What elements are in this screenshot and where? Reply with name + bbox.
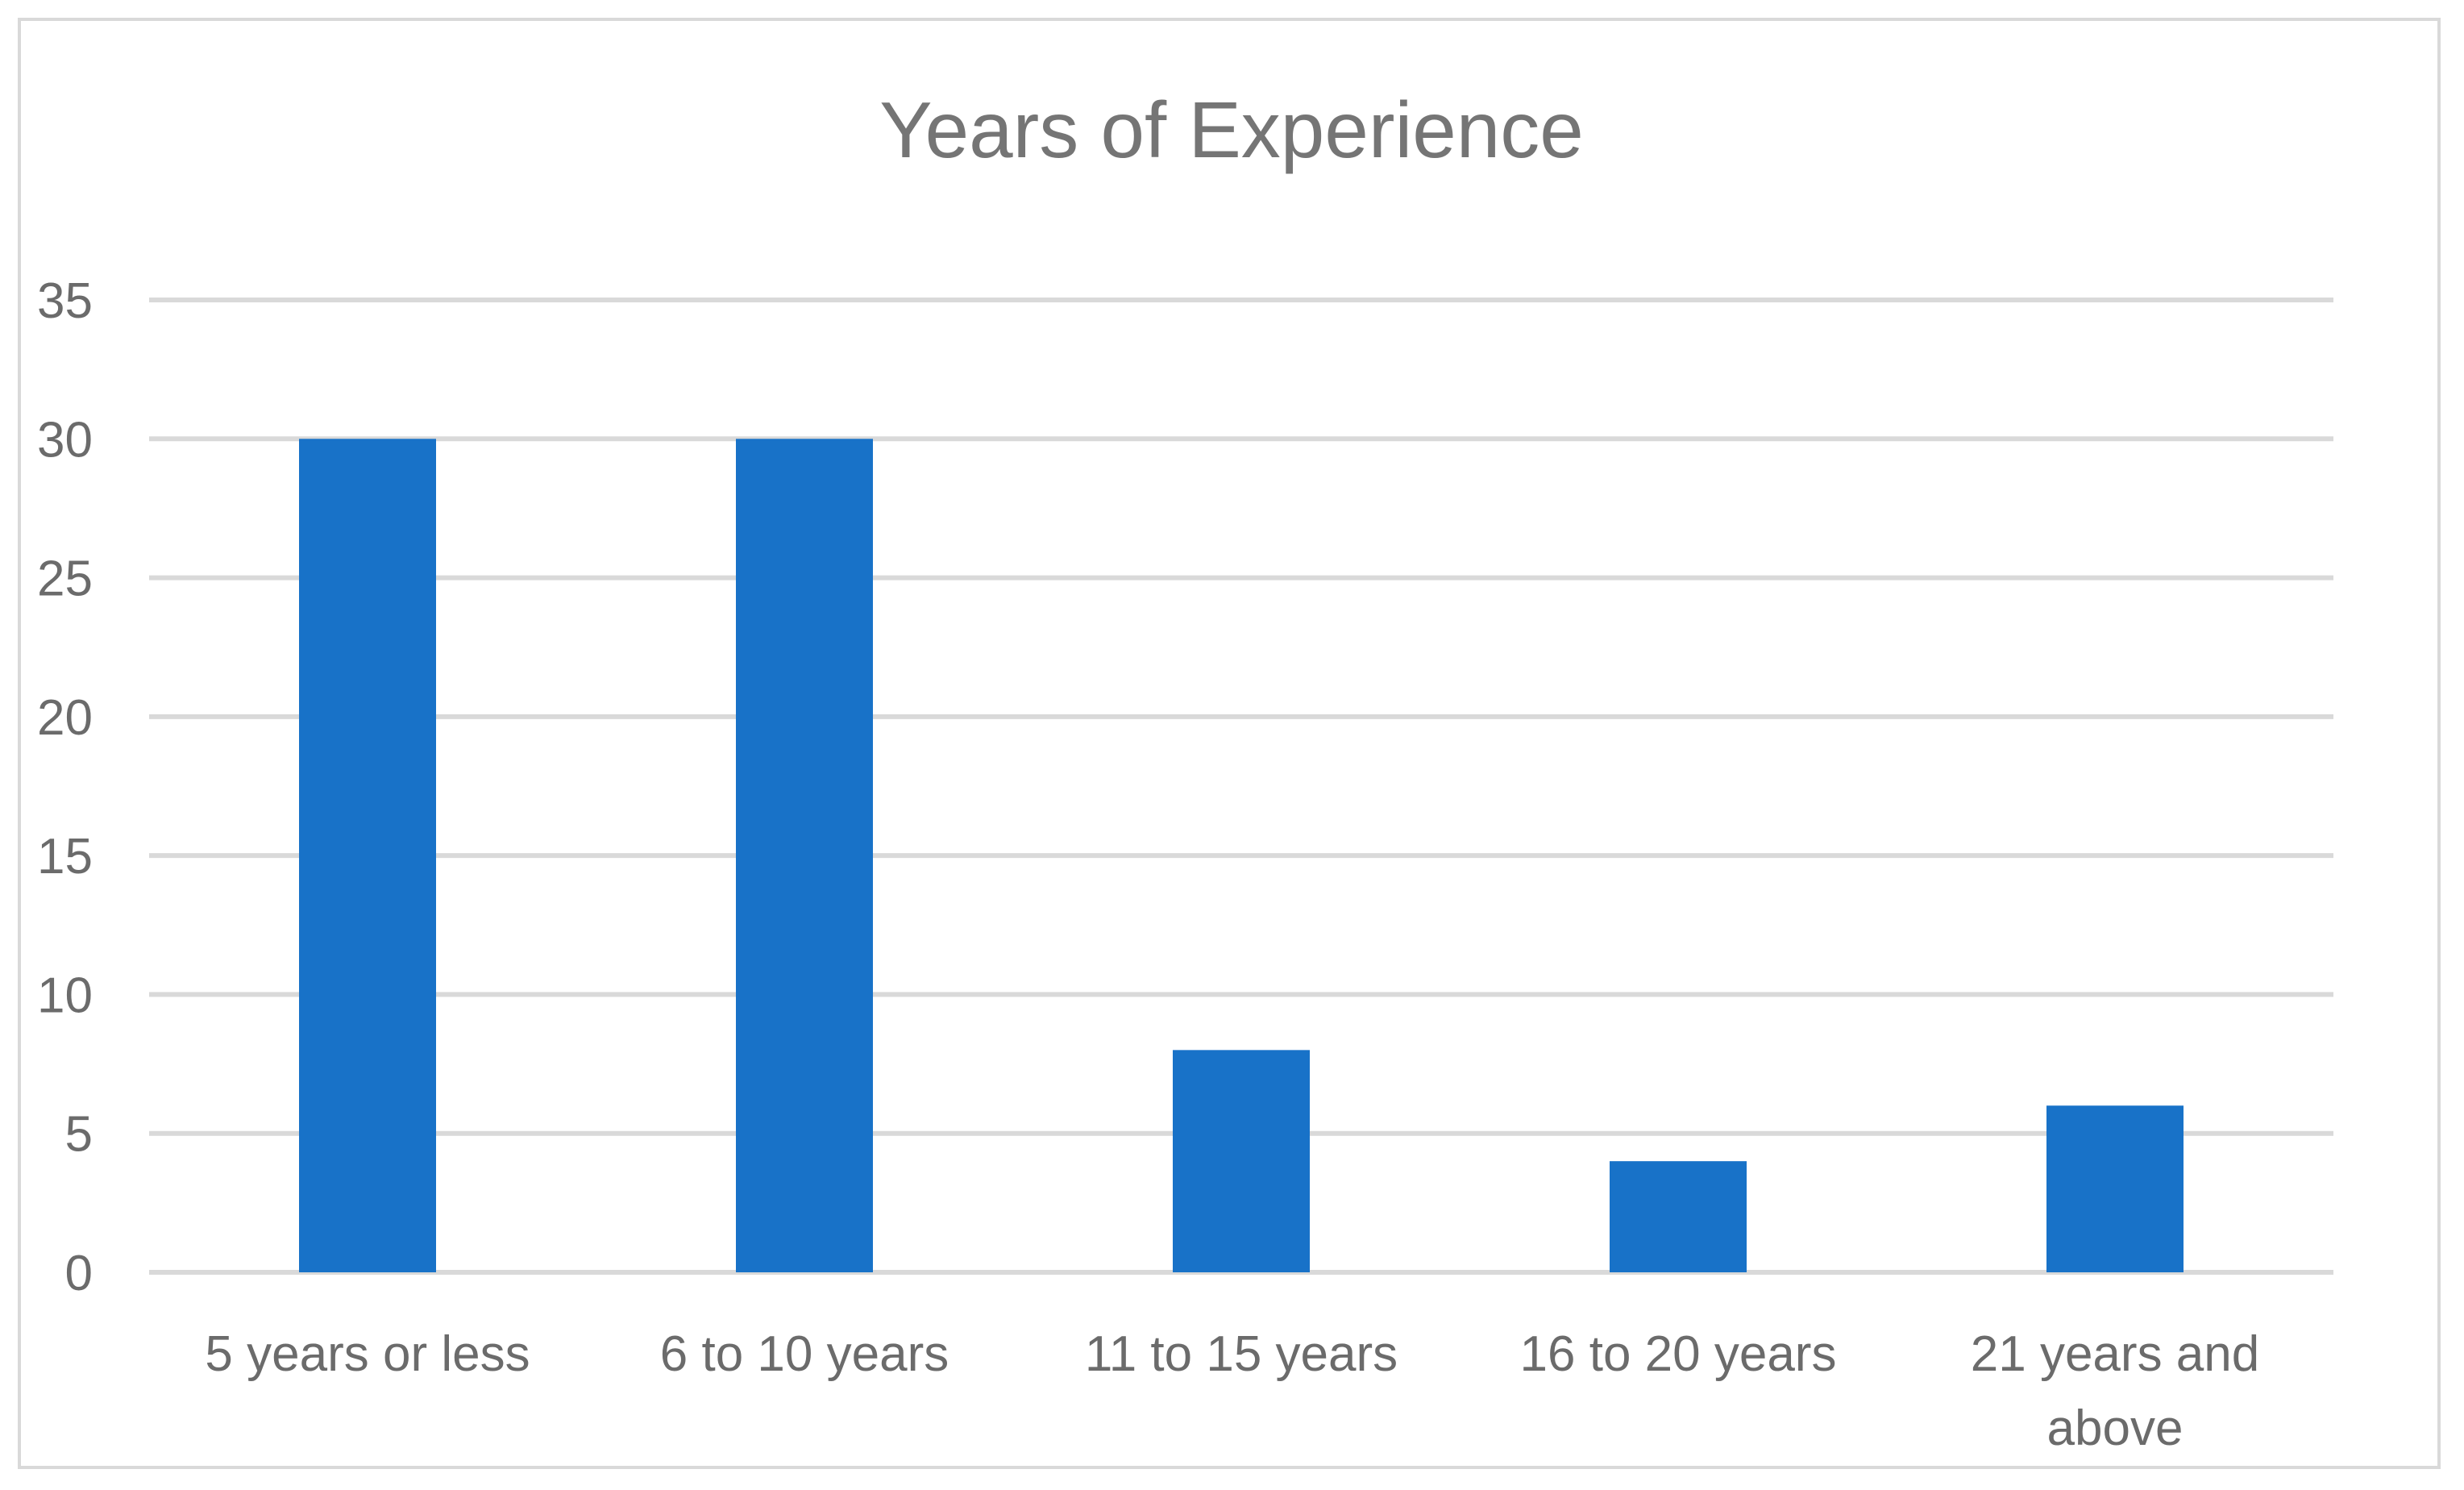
chart-title: Years of Experience <box>879 85 1583 174</box>
x-tick-label: 21 years and <box>1971 1326 2259 1382</box>
y-tick-label: 30 <box>37 412 93 468</box>
gridlines <box>149 298 2333 1275</box>
y-tick-label: 0 <box>65 1246 93 1301</box>
bar <box>736 439 873 1273</box>
y-axis-ticks: 0 5 10 15 20 25 30 35 <box>37 273 93 1301</box>
y-tick-label: 25 <box>37 551 93 607</box>
bar <box>1173 1050 1310 1272</box>
y-tick-label: 10 <box>37 968 93 1023</box>
y-tick-label: 20 <box>37 690 93 746</box>
y-tick-label: 5 <box>65 1107 93 1163</box>
x-tick-label: 16 to 20 years <box>1520 1326 1837 1382</box>
x-tick-label: above <box>2047 1401 2184 1456</box>
y-tick-label: 35 <box>37 273 93 329</box>
x-tick-label: 11 to 15 years <box>1085 1326 1398 1382</box>
x-axis-labels: 5 years or less 6 to 10 years 11 to 15 yea… <box>205 1326 2259 1456</box>
x-tick-label: 6 to 10 years <box>660 1326 949 1382</box>
bar <box>2046 1105 2184 1272</box>
bar <box>1610 1161 1747 1272</box>
bars <box>299 439 2184 1273</box>
y-tick-label: 15 <box>37 829 93 884</box>
x-tick-label: 5 years or less <box>205 1326 530 1382</box>
bar <box>299 439 436 1273</box>
